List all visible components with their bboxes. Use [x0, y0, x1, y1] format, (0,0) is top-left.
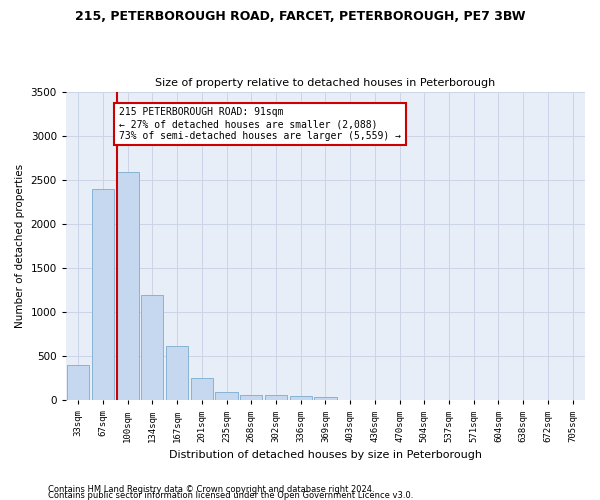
Text: Contains public sector information licensed under the Open Government Licence v3: Contains public sector information licen… — [48, 490, 413, 500]
Title: Size of property relative to detached houses in Peterborough: Size of property relative to detached ho… — [155, 78, 496, 88]
Bar — [166, 346, 188, 401]
Y-axis label: Number of detached properties: Number of detached properties — [15, 164, 25, 328]
Bar — [141, 294, 163, 401]
Bar — [191, 378, 213, 400]
Bar — [116, 172, 139, 400]
Text: Contains HM Land Registry data © Crown copyright and database right 2024.: Contains HM Land Registry data © Crown c… — [48, 484, 374, 494]
Bar — [265, 396, 287, 400]
Bar — [215, 392, 238, 400]
Text: 215 PETERBOROUGH ROAD: 91sqm
← 27% of detached houses are smaller (2,088)
73% of: 215 PETERBOROUGH ROAD: 91sqm ← 27% of de… — [119, 108, 401, 140]
Bar — [240, 394, 262, 400]
Bar — [314, 397, 337, 400]
Bar — [67, 365, 89, 400]
X-axis label: Distribution of detached houses by size in Peterborough: Distribution of detached houses by size … — [169, 450, 482, 460]
Text: 215, PETERBOROUGH ROAD, FARCET, PETERBOROUGH, PE7 3BW: 215, PETERBOROUGH ROAD, FARCET, PETERBOR… — [75, 10, 525, 23]
Bar — [290, 396, 312, 400]
Bar — [92, 190, 114, 400]
